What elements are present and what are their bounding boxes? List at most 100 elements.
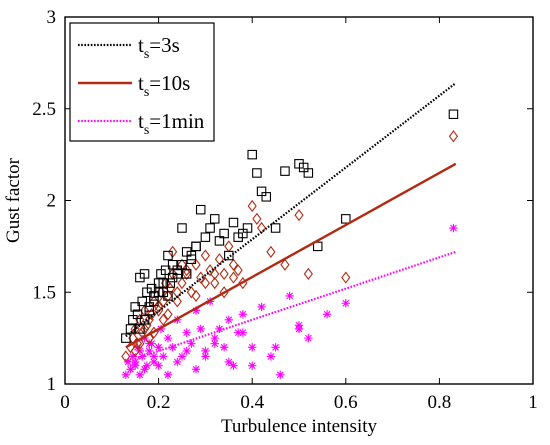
x-tick-label: 0.2 <box>147 392 171 413</box>
x-tick-label: 0.8 <box>428 392 452 413</box>
x-tick-label: 0.6 <box>334 392 358 413</box>
data-point-square <box>163 250 173 261</box>
data-point-asterisk <box>449 223 458 233</box>
data-point-square <box>270 223 281 233</box>
series-points-0 <box>121 109 459 343</box>
data-point-asterisk <box>182 346 191 356</box>
data-point-square <box>200 232 211 242</box>
data-point-square <box>130 302 140 312</box>
data-point-square <box>191 241 201 252</box>
legend: ts=3s ts=10s ts=1min <box>69 22 215 142</box>
legend-label-2: ts=1min <box>138 109 205 138</box>
data-point-asterisk <box>140 365 149 374</box>
data-point-asterisk <box>142 361 152 370</box>
data-point-asterisk <box>135 346 145 356</box>
data-point-asterisk <box>154 361 163 370</box>
data-point-diamond <box>139 322 150 336</box>
data-point-diamond <box>158 313 168 326</box>
data-point-asterisk <box>187 339 196 348</box>
data-point-square <box>137 296 147 307</box>
data-point-square <box>160 265 171 275</box>
data-point-asterisk <box>210 333 219 343</box>
data-point-square <box>153 287 164 297</box>
data-point-diamond <box>191 289 201 303</box>
data-point-square <box>181 269 192 279</box>
data-point-square <box>448 109 459 120</box>
data-point-diamond <box>210 276 220 290</box>
data-point-asterisk <box>182 328 191 337</box>
data-point-square <box>121 333 131 343</box>
data-point-asterisk <box>257 302 266 312</box>
data-point-asterisk <box>322 310 332 319</box>
data-point-asterisk <box>121 370 131 380</box>
data-point-diamond <box>144 313 154 326</box>
data-point-square <box>132 309 143 320</box>
data-point-diamond <box>233 264 243 277</box>
data-point-asterisk <box>341 299 350 308</box>
y-tick-label: 2.5 <box>32 99 56 120</box>
data-point-square <box>135 324 145 334</box>
data-point-asterisk <box>294 321 304 330</box>
data-point-asterisk <box>238 310 248 319</box>
data-point-diamond <box>228 271 239 284</box>
series-points-1 <box>121 130 459 363</box>
data-point-asterisk <box>131 357 140 367</box>
data-point-diamond <box>196 271 206 284</box>
data-point-asterisk <box>285 291 294 301</box>
data-point-square <box>219 228 229 239</box>
data-point-asterisk <box>163 370 173 380</box>
data-point-asterisk <box>266 352 276 361</box>
data-point-asterisk <box>224 315 233 324</box>
y-tick-label: 2 <box>47 191 57 212</box>
data-point-square <box>158 278 169 288</box>
data-point-asterisk <box>271 343 280 352</box>
data-point-asterisk <box>149 352 159 361</box>
data-point-asterisk <box>177 352 187 361</box>
data-point-square <box>224 250 234 261</box>
data-point-asterisk <box>215 324 224 334</box>
data-point-asterisk <box>128 352 138 361</box>
data-point-asterisk <box>224 357 233 367</box>
data-point-square <box>195 204 206 215</box>
data-point-asterisk <box>219 343 229 352</box>
fit-line-2 <box>125 250 457 364</box>
data-point-square <box>177 223 187 233</box>
data-point-asterisk <box>248 343 257 352</box>
data-point-diamond <box>280 258 290 271</box>
data-point-square <box>177 259 187 270</box>
data-point-diamond <box>228 258 239 271</box>
data-point-square <box>210 214 220 224</box>
data-point-square <box>280 166 290 176</box>
legend-label-1: ts=10s <box>138 71 190 100</box>
data-point-asterisk <box>133 343 142 352</box>
x-tick-label: 1 <box>528 392 538 413</box>
data-point-square <box>242 223 253 233</box>
data-point-diamond <box>200 249 210 262</box>
data-point-square <box>228 217 239 228</box>
data-point-square <box>125 324 136 334</box>
data-point-diamond <box>266 245 276 258</box>
data-point-diamond <box>163 308 173 321</box>
x-tick-label: 0.4 <box>240 392 264 413</box>
data-point-diamond <box>130 344 140 358</box>
data-point-asterisk <box>304 333 313 343</box>
data-point-square <box>165 278 176 288</box>
data-point-asterisk <box>196 324 205 334</box>
data-point-diamond <box>219 267 229 281</box>
data-point-diamond <box>182 267 192 281</box>
data-point-asterisk <box>201 352 210 361</box>
data-point-asterisk <box>123 357 133 367</box>
data-point-asterisk <box>276 370 285 380</box>
data-point-diamond <box>156 286 166 299</box>
x-tick-label: 0 <box>60 392 70 413</box>
data-point-asterisk <box>191 365 201 374</box>
data-point-diamond <box>130 322 140 336</box>
data-point-asterisk <box>173 357 182 367</box>
data-point-asterisk <box>149 357 159 367</box>
y-tick-label: 1 <box>47 374 57 395</box>
data-point-diamond <box>177 276 187 290</box>
data-point-diamond <box>146 308 157 321</box>
data-point-diamond <box>200 276 210 290</box>
data-point-square <box>139 315 150 325</box>
data-point-diamond <box>448 130 459 143</box>
